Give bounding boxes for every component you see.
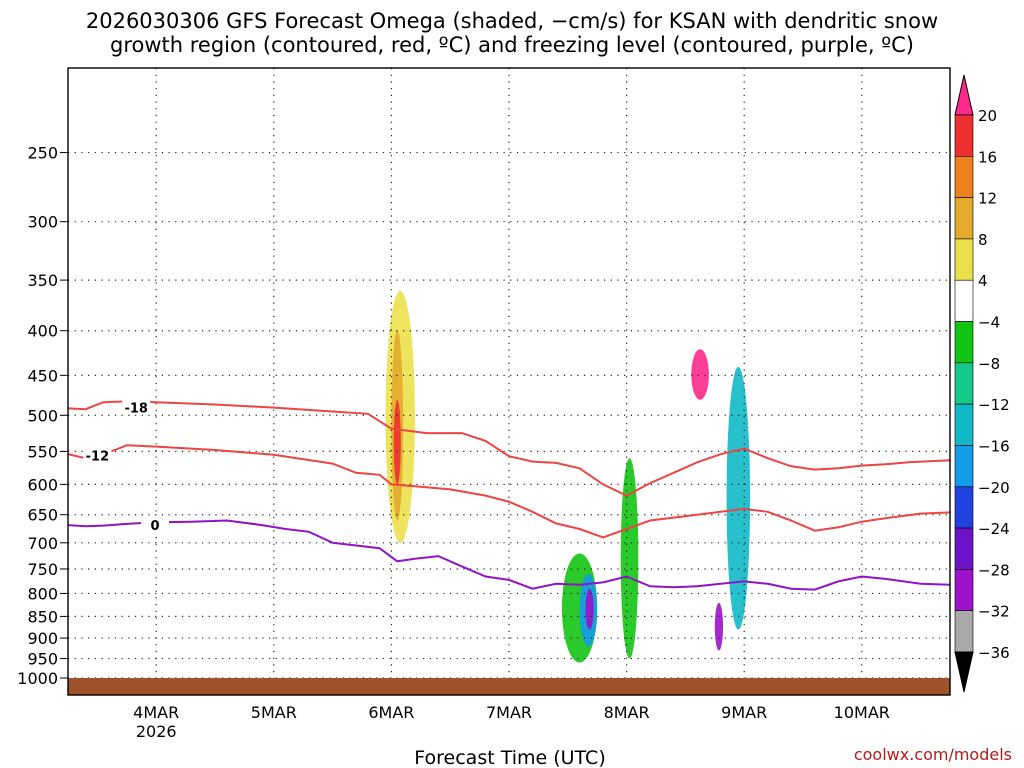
x-tick-sublabel: 2026 [136, 722, 177, 741]
colorbar-swatch-12 [954, 569, 974, 611]
y-tick-label-350: 350 [27, 271, 58, 290]
credit-link[interactable]: coolwx.com/models [854, 745, 1012, 764]
omega-shade-7 [691, 349, 709, 400]
x-tick-label-6MAR: 6MAR [368, 703, 414, 722]
y-tick-label-600: 600 [27, 475, 58, 494]
contour--18 [67, 400, 951, 497]
plot-frame [67, 67, 951, 696]
colorbar-label-1: 16 [978, 148, 997, 166]
colorbar-swatch-9 [954, 445, 974, 488]
contour-lines: -18 -12 0 [67, 399, 951, 591]
contour-label--18: -18 [124, 402, 148, 417]
contour-label--12: -12 [86, 450, 110, 465]
colorbar-swatch-2 [954, 156, 974, 198]
y-tick-label-700: 700 [27, 534, 58, 553]
omega-shade-6 [620, 458, 639, 659]
contour--12 [67, 444, 951, 539]
chart-title-line-1: 2026030306 GFS Forecast Omega (shaded, −… [86, 9, 938, 33]
grid-lines [68, 68, 950, 679]
colorbar-swatch-7 [954, 362, 974, 405]
y-tick-label-650: 650 [27, 506, 58, 525]
colorbar-swatch-4 [954, 238, 974, 281]
colorbar-label-7: −12 [978, 396, 1010, 414]
x-tick-label-7MAR: 7MAR [486, 703, 532, 722]
contour-label-bg--18 [122, 399, 151, 415]
colorbar-swatch-10 [954, 486, 974, 529]
y-tick-label-450: 450 [27, 366, 58, 385]
y-tick-label-950: 950 [27, 650, 58, 669]
plot-area: -18 -12 0 [67, 67, 951, 696]
y-tick-label-550: 550 [27, 442, 58, 461]
colorbar-top-arrow [954, 74, 974, 116]
colorbar-swatch-6 [954, 321, 974, 364]
colorbar-swatch-11 [954, 527, 974, 570]
colorbar-label-2: 12 [978, 190, 997, 208]
colorbar-swatch-13 [954, 610, 974, 653]
omega-shade-9 [714, 602, 724, 651]
colorbar: 20 16 12 8 4 −4 −8 −12 −16 −20 −24 −28 −32 −36 [954, 74, 1010, 693]
y-tick-label-900: 900 [27, 629, 58, 648]
y-tick-label-750: 750 [27, 560, 58, 579]
x-tick-label-10MAR: 10MAR [834, 703, 890, 722]
colorbar-label-0: 20 [978, 107, 997, 125]
colorbar-swatch-5 [954, 279, 974, 322]
chart-title-line-2: growth region (contoured, red, ºC) and f… [110, 33, 914, 57]
y-tick-label-1000: 1000 [17, 669, 58, 688]
y-tick-label-250: 250 [27, 144, 58, 163]
x-tick-label-4MAR: 4MAR [133, 703, 179, 722]
y-axis: 250 300 350 400 450 500 550 600 650 700 750 800 850 9… [17, 144, 68, 688]
colorbar-label-4: 4 [978, 272, 988, 290]
x-tick-label-8MAR: 8MAR [604, 703, 650, 722]
y-tick-label-800: 800 [27, 584, 58, 603]
colorbar-swatch-8 [954, 403, 974, 446]
y-tick-label-300: 300 [27, 213, 58, 232]
ground-surface [68, 678, 950, 695]
colorbar-bottom-arrow [954, 651, 974, 693]
colorbar-label-8: −16 [978, 437, 1010, 455]
contour-label-0: 0 [151, 519, 160, 534]
colorbar-label-6: −8 [978, 355, 1000, 373]
y-tick-label-850: 850 [27, 607, 58, 626]
y-tick-label-500: 500 [27, 406, 58, 425]
colorbar-label-9: −20 [978, 479, 1010, 497]
colorbar-swatch-3 [954, 197, 974, 240]
y-tick-label-400: 400 [27, 322, 58, 341]
x-tick-label-9MAR: 9MAR [721, 703, 767, 722]
colorbar-label-5: −4 [978, 314, 1000, 332]
colorbar-swatch-1 [954, 114, 974, 157]
colorbar-label-3: 8 [978, 231, 988, 249]
contour-label-bg-0 [141, 517, 170, 533]
contour-0 [67, 519, 951, 591]
colorbar-label-10: −24 [978, 520, 1010, 538]
x-tick-label-5MAR: 5MAR [251, 703, 297, 722]
omega-shade-5 [585, 588, 594, 630]
x-axis-title: Forecast Time (UTC) [414, 747, 605, 768]
omega-shade-2 [393, 399, 401, 485]
plot-background [68, 68, 950, 678]
colorbar-label-11: −28 [978, 561, 1010, 579]
colorbar-label-13: −36 [978, 644, 1010, 662]
omega-shade-8 [726, 366, 751, 630]
colorbar-label-12: −32 [978, 603, 1010, 621]
contour-label-bg--12 [83, 447, 112, 463]
